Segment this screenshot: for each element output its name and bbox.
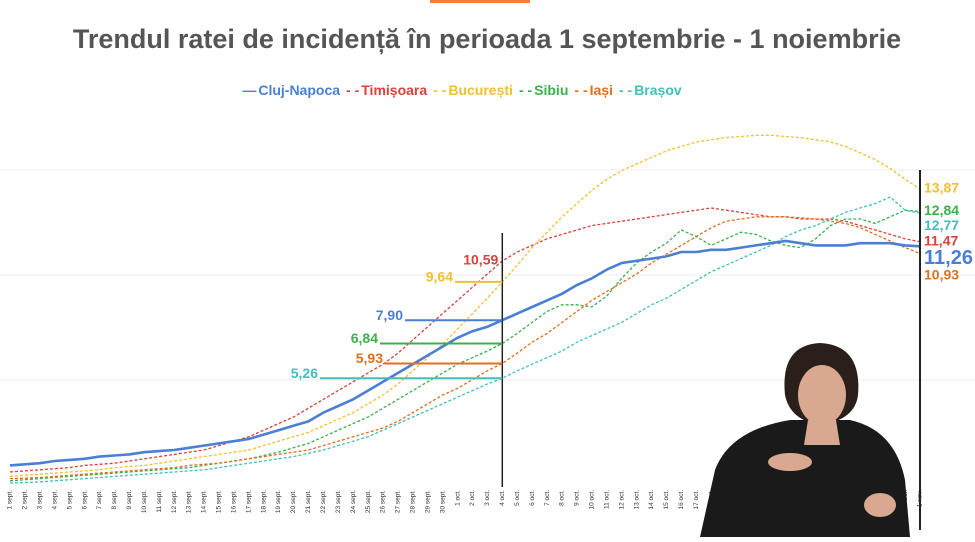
x-tick-label: 5 sept.	[66, 490, 73, 510]
legend: — Cluj-Napoca - - Timișoara - - București - -S…	[242, 82, 682, 98]
series-line	[9, 134, 921, 478]
series-line	[9, 216, 921, 480]
legend-swatch: - -	[519, 82, 533, 98]
x-tick-label: 4 oct.	[499, 490, 506, 506]
legend-label: Sibiu	[534, 82, 568, 98]
x-tick-label: 25 sept.	[365, 490, 372, 513]
x-tick-label: 10 oct.	[589, 490, 596, 510]
x-tick-label: 6 oct.	[529, 490, 536, 506]
x-tick-label: 7 sept.	[96, 490, 103, 510]
x-tick-label: 24 sept.	[350, 490, 357, 513]
data-label: 6,84	[351, 330, 378, 346]
x-tick-label: 6 sept.	[81, 490, 88, 510]
x-tick-label: 12 oct.	[618, 490, 625, 510]
series-line	[9, 209, 921, 482]
x-tick-label: 15 oct.	[663, 490, 670, 510]
x-tick-label: 4 sept.	[51, 490, 58, 510]
x-tick-label: 12 sept.	[171, 490, 178, 513]
x-tick-label: 1 sept.	[7, 490, 14, 510]
x-tick-label: 14 sept.	[201, 490, 208, 513]
x-tick-label: 1 oct.	[454, 490, 461, 506]
x-tick-label: 14 oct.	[648, 490, 655, 510]
end-label: 11,47	[924, 232, 958, 248]
data-label: 5,26	[291, 365, 318, 381]
x-tick-label: 3 oct.	[484, 490, 491, 506]
legend-label: Cluj-Napoca	[258, 82, 340, 98]
x-tick-label: 11 sept.	[156, 490, 163, 513]
data-label: 9,64	[426, 269, 453, 285]
x-tick-label: 20 sept.	[290, 490, 297, 513]
x-tick-label: 13 oct.	[633, 490, 640, 510]
interpreter-body	[700, 420, 910, 537]
x-tick-label: 22 sept.	[320, 490, 327, 513]
interpreter-neck	[804, 420, 840, 445]
legend-swatch: - -	[574, 82, 588, 98]
x-tick-label: 19 sept.	[275, 490, 282, 513]
end-label: 11,26	[924, 247, 973, 269]
x-tick-label: 15 sept.	[216, 490, 223, 513]
legend-swatch: —	[242, 82, 256, 98]
x-tick-label: 3 sept.	[37, 490, 44, 510]
x-tick-label: 17 sept.	[245, 490, 252, 513]
x-tick-label: 28 sept.	[410, 490, 417, 513]
data-label: 5,93	[356, 350, 383, 366]
end-label: 12,77	[924, 217, 959, 233]
x-tick-label: 13 sept.	[186, 490, 193, 513]
x-tick-label: 26 sept.	[380, 490, 387, 513]
x-tick-label: 11 oct.	[603, 490, 610, 509]
x-tick-label: 9 sept.	[126, 490, 133, 510]
x-tick-label: 21 sept.	[305, 490, 312, 513]
interpreter-hand	[768, 453, 812, 471]
interpreter-face	[798, 365, 846, 425]
data-label: 10,59	[463, 252, 498, 268]
x-tick-label: 27 sept.	[395, 490, 402, 513]
legend-swatch: - -	[433, 82, 447, 98]
x-tick-label: 2 oct.	[469, 490, 476, 506]
end-label: 13,87	[924, 180, 959, 196]
legend-label: București	[448, 82, 513, 98]
legend-label: Timișoara	[361, 82, 427, 98]
x-tick-label: 2 sept.	[22, 490, 29, 510]
legend-swatch: - -	[619, 82, 633, 98]
x-tick-label: 8 sept.	[111, 490, 118, 510]
interpreter	[700, 343, 910, 537]
series-line	[9, 196, 921, 484]
legend-label: Brașov	[634, 82, 682, 98]
x-tick-label: 10 sept.	[141, 490, 148, 513]
x-tick-label: 30 sept.	[439, 490, 446, 513]
x-tick-label: 16 sept.	[230, 490, 237, 513]
x-tick-label: 17 oct.	[693, 490, 700, 510]
interpreter-hand	[864, 493, 896, 517]
x-tick-label: 7 oct.	[544, 490, 551, 506]
x-tick-label: 9 oct.	[574, 490, 581, 506]
chart-title: Trendul ratei de incidență în perioada 1…	[73, 24, 901, 54]
legend-swatch: - -	[346, 82, 360, 98]
x-tick-label: 23 sept.	[335, 490, 342, 513]
x-tick-label: 18 sept.	[260, 490, 267, 513]
x-tick-label: 8 oct.	[559, 490, 566, 506]
x-tick-label: 5 oct.	[514, 490, 521, 506]
x-tick-label: 16 oct.	[678, 490, 685, 510]
end-label: 12,84	[924, 202, 959, 218]
end-label: 10,93	[924, 266, 959, 282]
legend-label: Iași	[590, 82, 613, 98]
x-tick-label: 29 sept.	[424, 490, 431, 513]
top-accent	[430, 0, 530, 3]
series-line	[9, 239, 921, 467]
data-label: 7,90	[376, 307, 403, 323]
